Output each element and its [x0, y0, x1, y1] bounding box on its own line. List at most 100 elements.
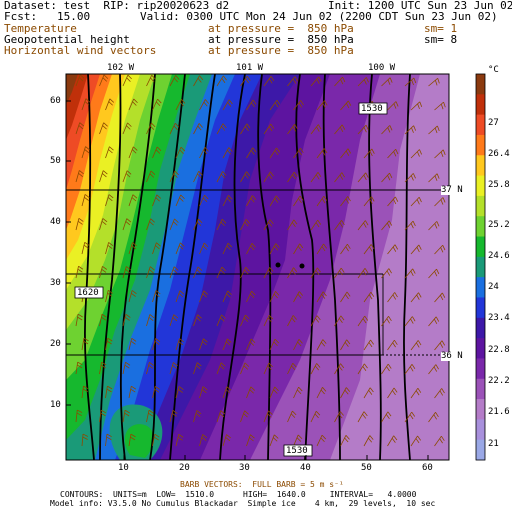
wind-barb [193, 170, 203, 183]
wind-barb [169, 362, 178, 375]
contour-value-label: 1530 [286, 446, 308, 456]
wind-barb [410, 196, 422, 207]
wind-barb [246, 147, 257, 159]
wind-barb [152, 433, 160, 447]
wind-barb [428, 316, 440, 327]
wind-barb [357, 363, 368, 375]
wind-barb [199, 290, 209, 303]
wind-barb [75, 74, 85, 87]
colorbar-level: 26.4 [488, 149, 510, 159]
wind-barb [216, 266, 226, 279]
wind-barb [216, 314, 226, 327]
wind-barb [363, 244, 375, 255]
wind-barb [410, 435, 421, 447]
wind-barb [340, 339, 351, 351]
wind-barb [269, 99, 281, 111]
y-tick-label: 50 [50, 156, 61, 166]
wind-barb [222, 147, 233, 159]
x-tick-label: 50 [361, 463, 372, 473]
wind-barb [99, 122, 108, 135]
field-pressure-geopotential: at pressure = 850 hPa [208, 33, 354, 46]
wind-barb [316, 148, 328, 159]
wind-barb [75, 361, 83, 375]
latitude-label: 36 N [441, 351, 463, 361]
wind-barb [434, 435, 445, 447]
wind-barb [428, 412, 439, 423]
wind-barb [128, 98, 138, 111]
wind-barb [263, 362, 273, 375]
wind-barb [122, 266, 131, 279]
wind-barb [240, 75, 251, 87]
colorbar-level: 25.8 [488, 180, 510, 190]
wind-barb [387, 435, 398, 447]
wind-barb [240, 123, 251, 135]
wind-barb [340, 196, 351, 207]
wind-barb [340, 291, 351, 303]
colorbar-swatch [476, 134, 485, 156]
wind-barb [128, 337, 137, 351]
wind-barb [404, 220, 416, 231]
wind-barb [287, 171, 298, 183]
wind-barb [216, 218, 227, 231]
wind-barb [152, 194, 162, 207]
wind-barb [128, 146, 138, 159]
colorbar [476, 74, 485, 461]
wind-barb [240, 362, 250, 375]
colorbar-swatch [476, 277, 485, 298]
wind-barb [363, 435, 374, 447]
wind-barb [193, 266, 203, 279]
wind-barb [152, 385, 160, 399]
longitude-label: 102 W [107, 63, 135, 73]
colorbar-swatch [476, 256, 485, 278]
valid-time-label: Valid: 0300 UTC Mon 24 Jun 02 (2200 CDT … [140, 10, 498, 23]
wind-barb [410, 292, 422, 303]
wind-barb [146, 218, 155, 231]
wind-barb [193, 410, 202, 423]
wind-barb [75, 122, 85, 135]
wind-barb [363, 196, 375, 207]
field-name-wind: Horizontal wind vectors [4, 44, 157, 57]
wind-barb [404, 411, 416, 423]
wind-barb [287, 219, 298, 231]
wind-barb [381, 316, 392, 327]
wind-barb [193, 123, 203, 135]
colorbar-swatch [476, 317, 485, 339]
wind-barb [222, 290, 232, 303]
wind-barb [105, 289, 113, 303]
wind-barb [310, 172, 322, 183]
colorbar-swatch [476, 419, 485, 441]
wind-barb [334, 363, 345, 375]
contours-info: CONTOURS: UNITS=m LOW= 1510.0 HIGH= 1640… [60, 490, 417, 499]
wind-barb [122, 361, 131, 375]
axis-ticks [66, 100, 429, 460]
wind-barb [193, 314, 202, 327]
field-pressure-temperature: at pressure = 850 hPa [208, 22, 354, 35]
wind-barb [434, 197, 446, 207]
wind-barb [269, 338, 280, 351]
wind-barb [146, 314, 155, 327]
wind-barb [240, 314, 250, 327]
wind-barb [387, 244, 399, 255]
wind-barb [246, 243, 256, 255]
wind-barb [99, 409, 107, 423]
wind-barb [310, 267, 321, 279]
map-boundaries [66, 189, 449, 356]
wind-barb [75, 218, 84, 231]
wind-barb [334, 267, 345, 279]
wind-barb [340, 148, 352, 159]
wind-barb [287, 410, 297, 423]
wind-barb [169, 266, 179, 279]
wind-barb [404, 316, 416, 327]
wind-barb [240, 410, 249, 423]
wind-barb [293, 243, 304, 255]
wind-barb [287, 124, 298, 135]
wind-barb [222, 338, 232, 351]
colorbar-level: 23.4 [488, 313, 510, 323]
wind-barb [152, 242, 161, 255]
colorbar-level: 22.2 [488, 376, 510, 386]
wind-barb [287, 362, 297, 375]
wind-barb [269, 147, 280, 159]
dataset-label: Dataset: test RIP: rip20020623 d2 [4, 0, 230, 12]
wind-barb [193, 362, 202, 375]
wind-barb [246, 195, 257, 207]
